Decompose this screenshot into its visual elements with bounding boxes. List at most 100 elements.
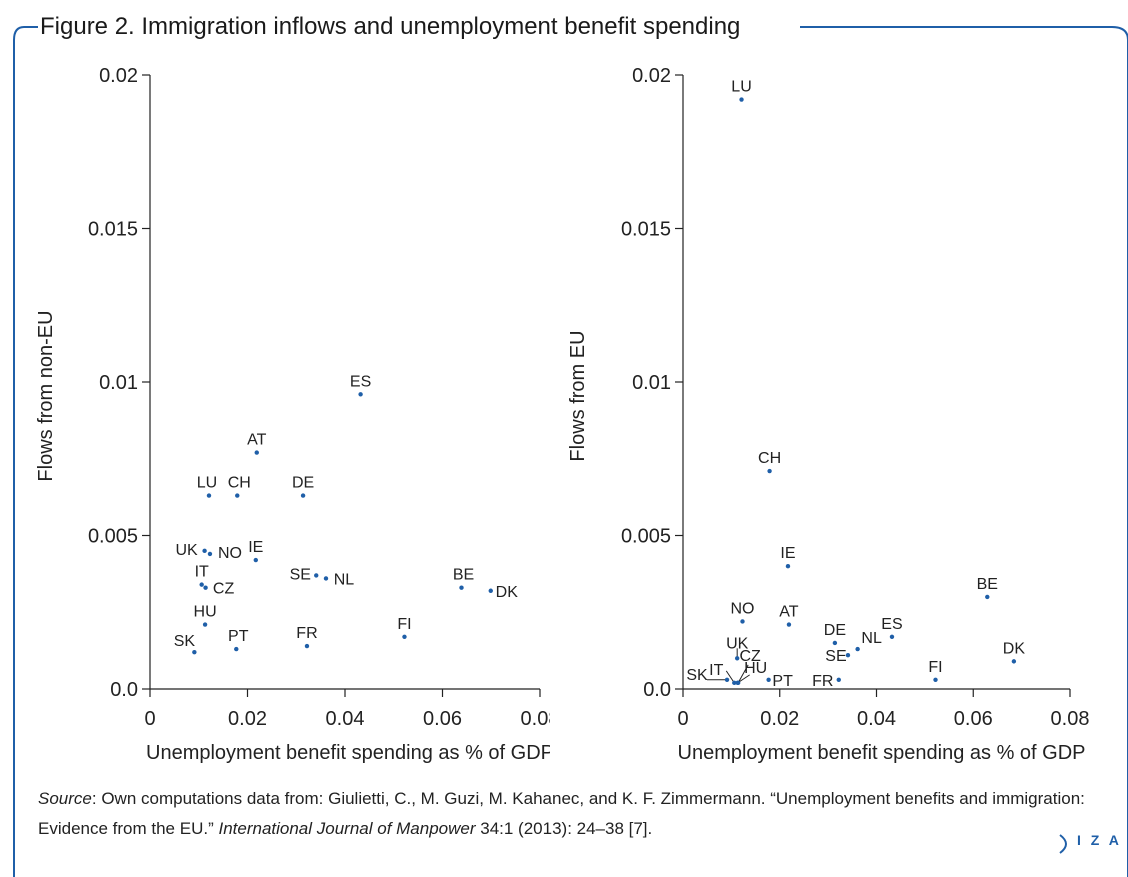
x-tick-label: 0.08 xyxy=(1051,708,1090,730)
x-tick-label: 0.04 xyxy=(857,708,896,730)
source-journal: International Journal of Manpower xyxy=(218,819,476,838)
data-point xyxy=(734,656,740,661)
data-point xyxy=(767,468,772,474)
point-label: NO xyxy=(731,600,755,617)
data-point xyxy=(300,493,306,498)
point-label: SE xyxy=(825,648,846,665)
point-label: NL xyxy=(334,571,355,588)
x-tick-label: 0.06 xyxy=(954,708,993,730)
data-point xyxy=(304,643,310,649)
leader-line xyxy=(737,664,749,684)
data-point xyxy=(235,493,240,498)
point-label: FR xyxy=(812,673,833,690)
x-tick-label: 0 xyxy=(144,708,155,730)
point-label: SK xyxy=(686,667,708,684)
data-point xyxy=(739,97,744,102)
x-axis-title: Unemployment benefit spending as % of GD… xyxy=(146,742,550,764)
data-point xyxy=(724,677,730,682)
point-label: BE xyxy=(977,576,998,593)
x-tick-label: 0.08 xyxy=(521,708,550,730)
point-label: AT xyxy=(247,432,266,449)
data-point xyxy=(202,622,208,627)
data-point xyxy=(202,548,207,554)
x-axis-title: Unemployment benefit spending as % of GD… xyxy=(678,742,1086,764)
data-point xyxy=(855,646,860,652)
source-note: Source: Own computations data from: Giul… xyxy=(38,784,1098,844)
point-label: AT xyxy=(779,604,798,621)
data-point xyxy=(358,392,363,397)
data-point xyxy=(740,619,745,624)
data-point xyxy=(199,582,204,587)
point-label: NL xyxy=(861,630,882,647)
scatter-chart-non-eu: 0.0 0.005 0.01 0.015 0.02 0 0.02 0.04 0.06 0.08 Un… xyxy=(35,65,550,764)
point-label: CZ xyxy=(213,581,235,598)
data-point xyxy=(203,585,208,590)
point-label: UK xyxy=(175,542,198,559)
x-tick-label: 0.06 xyxy=(423,708,462,730)
point-label: FI xyxy=(397,616,411,633)
data-point xyxy=(836,677,841,682)
y-tick-label: 0.01 xyxy=(99,372,138,394)
x-tick-label: 0.02 xyxy=(760,708,799,730)
y-tick-label: 0.02 xyxy=(99,65,138,87)
leader-line xyxy=(725,670,735,684)
data-point xyxy=(985,594,990,600)
point-label: LU xyxy=(197,475,217,492)
y-tick-label: 0.0 xyxy=(110,679,138,701)
point-label: DE xyxy=(292,475,314,492)
point-label: SE xyxy=(290,566,311,583)
data-point xyxy=(206,493,212,498)
point-label: SK xyxy=(174,633,196,650)
point-label: HU xyxy=(744,660,767,677)
y-axis-title: Flows from non-EU xyxy=(35,310,57,481)
y-tick-label: 0.015 xyxy=(621,219,671,241)
point-label: DK xyxy=(496,584,519,601)
x-tick-label: 0.04 xyxy=(326,708,365,730)
point-label: FI xyxy=(928,659,942,676)
x-tick-label: 0 xyxy=(677,708,688,730)
point-label: DK xyxy=(1003,640,1026,657)
data-point xyxy=(402,634,407,640)
data-point xyxy=(488,588,493,593)
source-text-b: 34:1 (2013): 24–38 [7]. xyxy=(475,819,653,838)
point-label: ES xyxy=(881,616,902,633)
data-point xyxy=(459,585,464,590)
data-point xyxy=(889,634,895,640)
y-axis-title: Flows from EU xyxy=(567,330,589,461)
data-point xyxy=(735,680,740,686)
source-text-a: : Own computations data from: Giulietti,… xyxy=(38,789,1085,838)
data-point xyxy=(766,677,771,682)
point-label: FR xyxy=(296,625,317,642)
point-label: IT xyxy=(195,564,209,581)
data-point xyxy=(785,564,791,569)
y-tick-label: 0.0 xyxy=(643,679,671,701)
data-point xyxy=(323,576,329,581)
point-label: PT xyxy=(228,628,249,645)
point-label: CH xyxy=(758,450,781,467)
point-label: ES xyxy=(350,373,371,390)
y-tick-label: 0.02 xyxy=(632,65,671,87)
scatter-chart-eu: 0.0 0.005 0.01 0.015 0.02 0 0.02 0.04 0.06 0.08 Un… xyxy=(567,65,1090,764)
point-label: IE xyxy=(248,539,263,556)
data-point xyxy=(1011,659,1017,664)
data-point xyxy=(192,649,197,655)
data-point xyxy=(786,622,792,627)
point-label: CZ xyxy=(739,648,761,665)
point-label: IT xyxy=(709,662,723,679)
y-tick-label: 0.005 xyxy=(621,526,671,548)
point-label: NO xyxy=(218,545,242,562)
y-tick-label: 0.015 xyxy=(88,219,138,241)
point-label: IE xyxy=(780,545,795,562)
source-prefix: Source xyxy=(38,789,92,808)
data-point xyxy=(207,551,213,557)
data-point xyxy=(832,640,838,646)
iza-logo-text: I Z A xyxy=(1077,832,1122,848)
data-point xyxy=(314,573,319,578)
figure-title: Figure 2. Immigration inflows and unempl… xyxy=(38,12,747,42)
point-label: PT xyxy=(772,673,793,690)
data-point xyxy=(253,557,258,563)
point-label: HU xyxy=(194,604,217,621)
point-label: UK xyxy=(726,635,749,652)
point-label: BE xyxy=(453,567,474,584)
data-point xyxy=(845,653,851,658)
